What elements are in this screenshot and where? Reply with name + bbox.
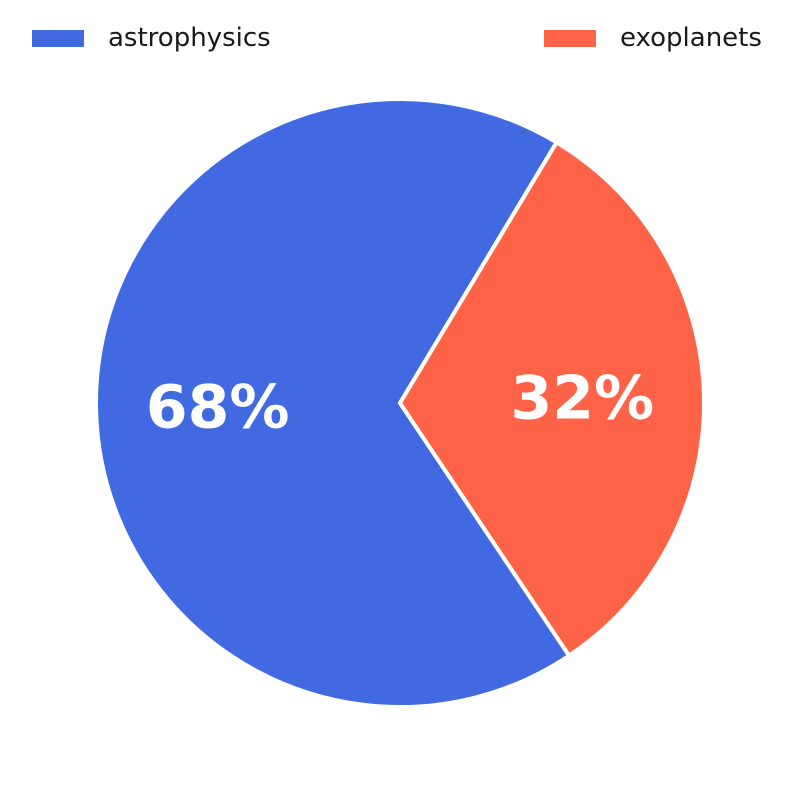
pie-label-exoplanets: 32% — [511, 364, 655, 434]
pie-slice-astrophysics — [94, 97, 572, 709]
pie-slice-exoplanets — [398, 140, 706, 658]
pie-labels: 68% 32% — [146, 364, 654, 443]
pie-slices — [94, 97, 706, 709]
legend-item-exoplanets: exoplanets — [544, 20, 762, 56]
legend-swatch-exoplanets — [544, 29, 596, 47]
legend-label-exoplanets: exoplanets — [620, 23, 762, 53]
pie-label-astrophysics: 68% — [146, 372, 290, 442]
legend-swatch-astrophysics — [32, 29, 84, 47]
legend-label-astrophysics: astrophysics — [108, 23, 271, 53]
legend: astrophysics exoplanets — [0, 0, 800, 76]
legend-item-astrophysics: astrophysics — [32, 20, 271, 56]
